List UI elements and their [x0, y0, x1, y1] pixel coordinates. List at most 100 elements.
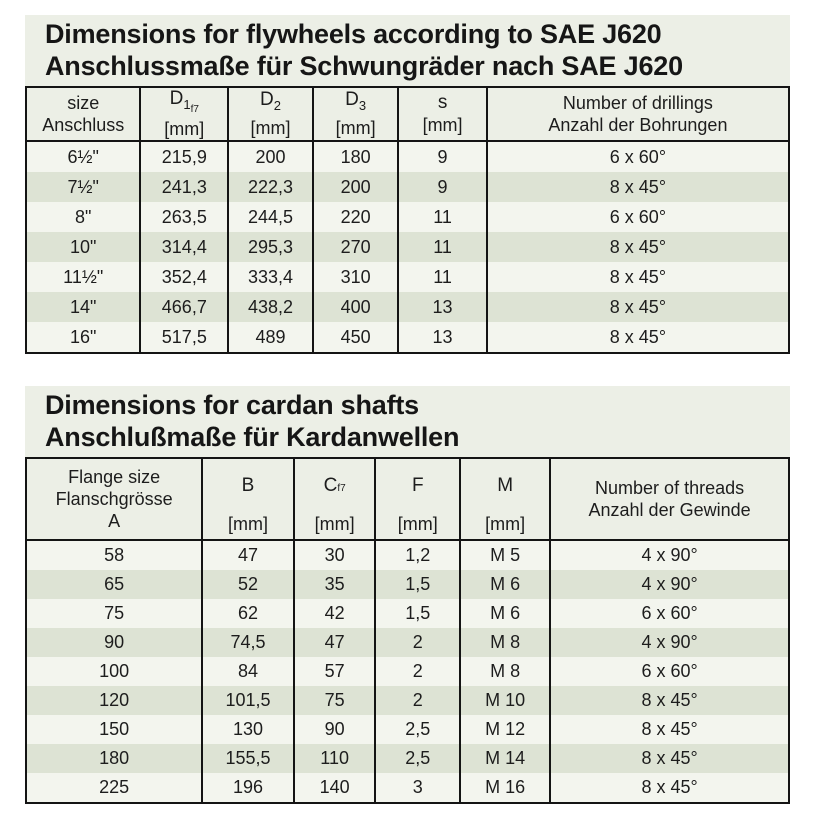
symbol-c: C	[323, 475, 338, 496]
table-cell: 84	[201, 657, 294, 686]
table-cell: 57	[292, 657, 376, 686]
table-cell: 140	[292, 773, 376, 803]
table-cell: 8 x 45°	[549, 773, 789, 803]
table-cell: 517,5	[139, 322, 229, 353]
column-header-m: M [mm]	[459, 458, 551, 541]
column-header-d1: D1f7 [mm]	[139, 87, 229, 142]
table-cell: 295,3	[227, 232, 313, 262]
table-cell: 4 x 90°	[549, 628, 789, 657]
table-cell: 90	[104, 632, 125, 652]
table-cell: 101,5	[201, 686, 294, 715]
column-header-flange: Flange size Flanschgrösse A	[26, 458, 203, 541]
header-flange-de: Flanschgrösse	[55, 489, 173, 509]
table-cell: 30	[292, 540, 376, 570]
table-cell: 13	[397, 322, 487, 353]
unit-d3: [mm]	[335, 117, 376, 138]
table-cell: 270	[311, 232, 399, 262]
table-cell: 1,2	[374, 540, 461, 570]
column-header-d3: D3 [mm]	[311, 87, 399, 142]
unit-b: [mm]	[228, 514, 269, 534]
column-header-drillings: Number of drillings Anzahl der Bohrungen	[485, 87, 789, 142]
table-cell: 400	[311, 292, 399, 322]
table-cell: M 8	[459, 628, 551, 657]
table-cell: 1,5	[374, 599, 461, 628]
table-cell: 225	[99, 777, 130, 797]
table-cell: 6 x 60°	[485, 141, 789, 172]
table-cell: 120	[99, 690, 130, 710]
flywheel-title: Dimensions for flywheels according to SA…	[25, 15, 790, 86]
table-cell: 4 x 90°	[549, 540, 789, 570]
table-row: 90 74,5 47 2 M 8 4 x 90°	[26, 628, 789, 657]
table-cell: 8 x 45°	[485, 322, 789, 353]
table-row: 180 155,5 110 2,5 M 14 8 x 45°	[26, 744, 789, 773]
table-cell: 314,4	[139, 232, 229, 262]
table-cell: 150	[99, 719, 130, 739]
table-cell: 244,5	[227, 202, 313, 232]
table-cell: 52	[201, 570, 294, 599]
column-header-d2: D2 [mm]	[227, 87, 313, 142]
flywheel-title-en: Dimensions for flywheels according to SA…	[45, 19, 662, 49]
table-cell: 241,3	[139, 172, 229, 202]
table-cell: 220	[311, 202, 399, 232]
table-row: 14" 466,7 438,2 400 13 8 x 45°	[26, 292, 789, 322]
table-row: 6½" 215,9 200 180 9 6 x 60°	[26, 141, 789, 172]
table-cell: 2	[374, 657, 461, 686]
table-cell: 62	[201, 599, 294, 628]
table-cell: 11	[397, 232, 487, 262]
flywheel-table: size Anschluss D1f7 [mm] D2 [mm]	[25, 86, 790, 354]
table-row: 100 84 57 2 M 8 6 x 60°	[26, 657, 789, 686]
table-cell: 222,3	[227, 172, 313, 202]
table-cell: M 12	[459, 715, 551, 744]
column-header-s: s [mm]	[397, 87, 487, 142]
table-cell: 47	[292, 628, 376, 657]
table-cell: 6 x 60°	[549, 599, 789, 628]
table-cell: 8 x 45°	[485, 262, 789, 292]
table-cell: 180	[99, 748, 130, 768]
table-cell: 352,4	[139, 262, 229, 292]
table-cell: M 6	[459, 570, 551, 599]
table-cell: 1,5	[374, 570, 461, 599]
table-cell: 4 x 90°	[549, 570, 789, 599]
header-threads-en: Number of threads	[595, 478, 745, 498]
table-cell: 42	[292, 599, 376, 628]
header-size-de: Anschluss	[42, 115, 125, 135]
table-cell: 8 x 45°	[549, 686, 789, 715]
table-cell: M 8	[459, 657, 551, 686]
table-cell: 9	[397, 172, 487, 202]
table-row: 10" 314,4 295,3 270 11 8 x 45°	[26, 232, 789, 262]
table-cell: 466,7	[139, 292, 229, 322]
table-cell: 2	[374, 628, 461, 657]
table-cell: 438,2	[227, 292, 313, 322]
column-header-size: size Anschluss	[26, 87, 141, 142]
table-cell: 6 x 60°	[549, 657, 789, 686]
symbol-d1: D	[169, 88, 184, 110]
cardan-title: Dimensions for cardan shafts Anschlußmaß…	[25, 386, 790, 457]
table-row: 65 52 35 1,5 M 6 4 x 90°	[26, 570, 789, 599]
table-cell: 180	[311, 141, 399, 172]
unit-f: [mm]	[397, 514, 438, 534]
table-cell: 2,5	[374, 715, 461, 744]
table-cell: 8 x 45°	[485, 232, 789, 262]
table-cell: 14"	[70, 296, 97, 317]
symbol-d3-sub: 3	[358, 97, 367, 113]
table-cell: 75	[292, 686, 376, 715]
table-cell: 8 x 45°	[485, 292, 789, 322]
cardan-title-en: Dimensions for cardan shafts	[45, 390, 419, 420]
table-cell: 47	[201, 540, 294, 570]
table-cell: 11	[397, 262, 487, 292]
table-cell: M 6	[459, 599, 551, 628]
column-header-b: B [mm]	[201, 458, 294, 541]
table-cell: 310	[311, 262, 399, 292]
table-row: 225 196 140 3 M 16 8 x 45°	[26, 773, 789, 803]
table-cell: 13	[397, 292, 487, 322]
table-cell: 155,5	[201, 744, 294, 773]
table-cell: 6 x 60°	[485, 202, 789, 232]
table-row: 11½" 352,4 333,4 310 11 8 x 45°	[26, 262, 789, 292]
table-cell: 65	[104, 574, 125, 594]
table-cell: M 14	[459, 744, 551, 773]
unit-d2: [mm]	[250, 117, 291, 138]
table-row: 8" 263,5 244,5 220 11 6 x 60°	[26, 202, 789, 232]
table-row: 7½" 241,3 222,3 200 9 8 x 45°	[26, 172, 789, 202]
flywheel-section: Dimensions for flywheels according to SA…	[25, 15, 790, 354]
table-cell: 215,9	[139, 141, 229, 172]
